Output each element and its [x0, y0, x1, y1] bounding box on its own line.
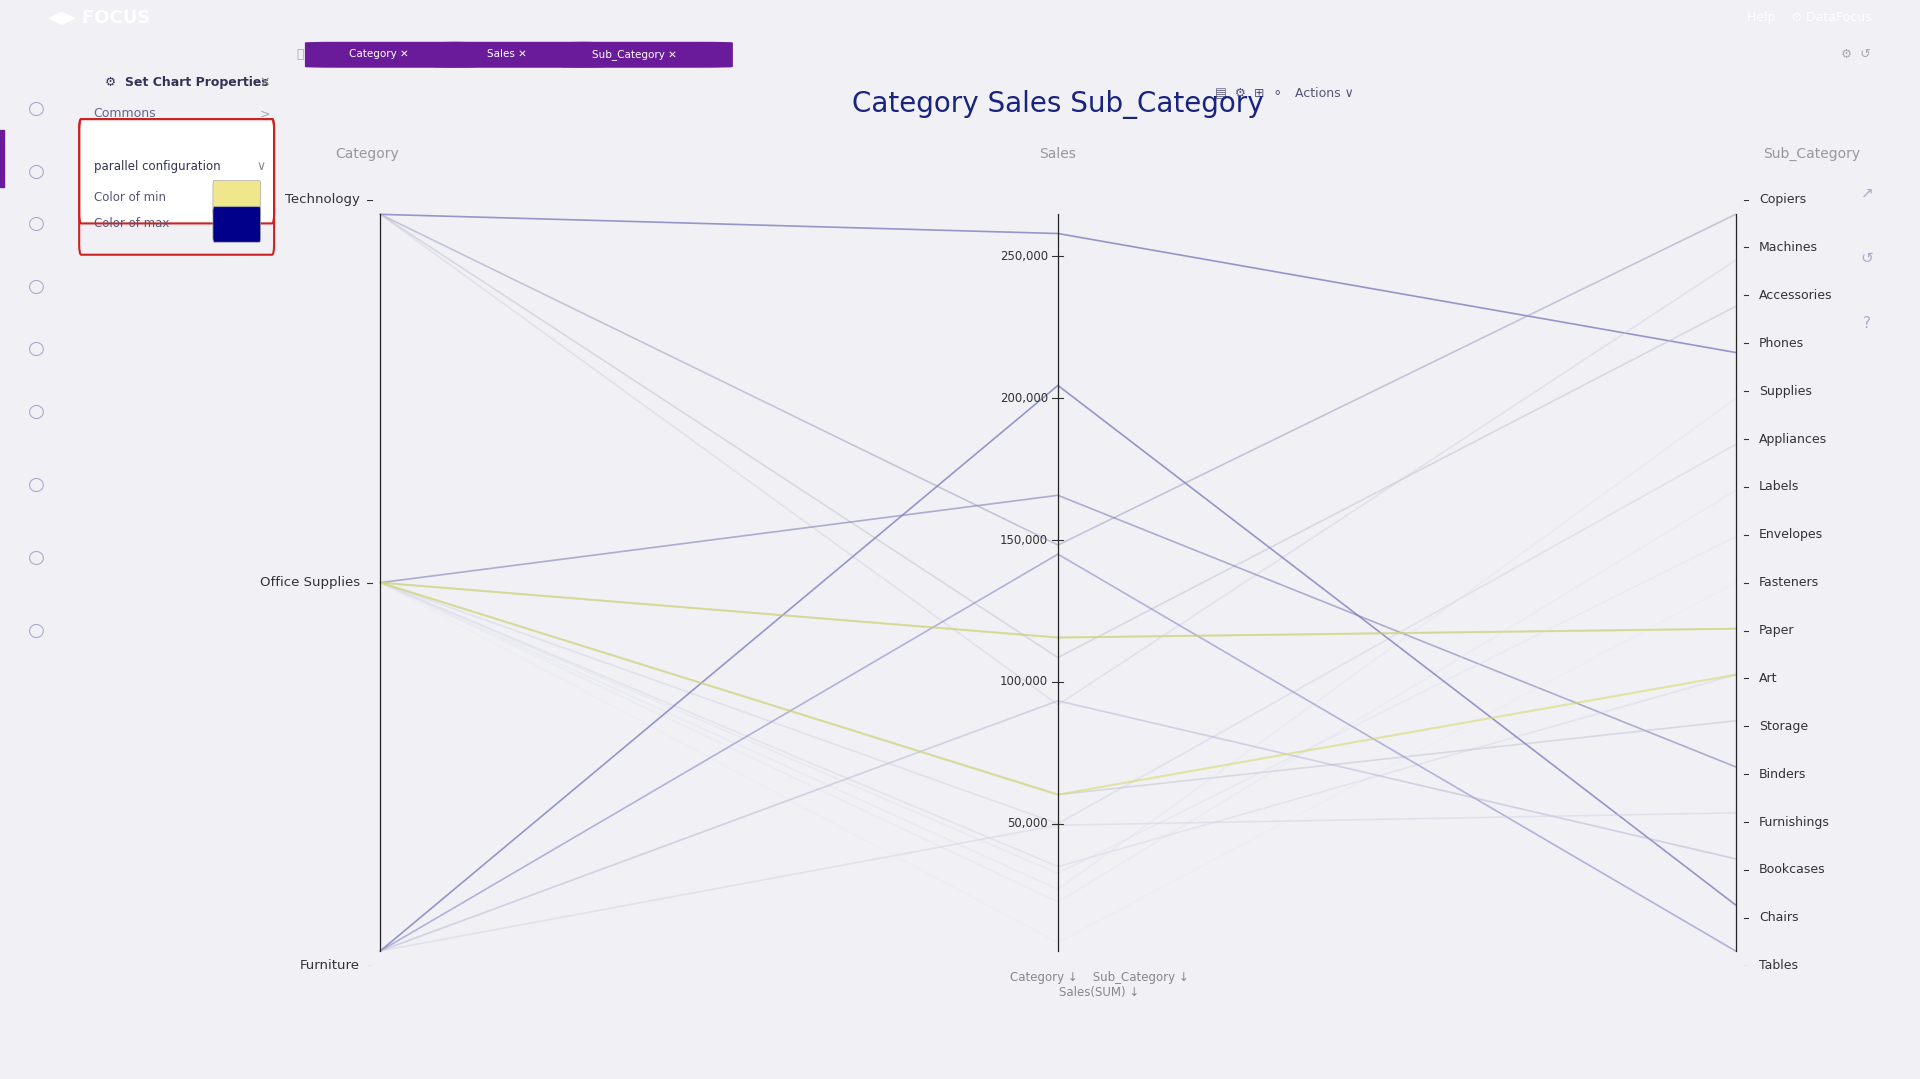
- Text: ○: ○: [29, 99, 44, 118]
- Text: ∨: ∨: [257, 160, 265, 173]
- Text: Color of max: Color of max: [94, 217, 169, 230]
- Text: Office Supplies: Office Supplies: [259, 576, 359, 589]
- Text: ○: ○: [29, 214, 44, 233]
- Text: Paper: Paper: [1759, 624, 1795, 637]
- Text: ⚙  ↺: ⚙ ↺: [1841, 49, 1870, 62]
- Text: 200,000: 200,000: [1000, 392, 1048, 405]
- Text: Help    ⊙ DataFocus: Help ⊙ DataFocus: [1747, 11, 1872, 25]
- Text: Category: Category: [334, 148, 399, 161]
- Text: 150,000: 150,000: [1000, 534, 1048, 547]
- Text: Art: Art: [1759, 672, 1778, 685]
- Text: Supplies: Supplies: [1759, 384, 1812, 398]
- Text: Color of min: Color of min: [94, 191, 165, 204]
- Text: ✕: ✕: [259, 76, 271, 90]
- Text: Appliances: Appliances: [1759, 433, 1828, 446]
- Text: Sales: Sales: [1039, 148, 1077, 161]
- Text: ◀▶ FOCUS: ◀▶ FOCUS: [48, 9, 150, 27]
- Text: ↺: ↺: [1860, 251, 1874, 267]
- Text: Fasteners: Fasteners: [1759, 576, 1818, 589]
- Text: Furnishings: Furnishings: [1759, 816, 1830, 829]
- Text: ○: ○: [29, 475, 44, 494]
- FancyBboxPatch shape: [432, 42, 605, 68]
- Text: Bookcases: Bookcases: [1759, 863, 1826, 876]
- Text: parallel configuration: parallel configuration: [94, 160, 221, 173]
- Text: >: >: [259, 108, 271, 121]
- Text: Sub_Category: Sub_Category: [1763, 147, 1860, 161]
- FancyBboxPatch shape: [213, 207, 261, 242]
- Text: Sub_Category ✕: Sub_Category ✕: [591, 49, 678, 59]
- FancyBboxPatch shape: [213, 180, 261, 216]
- Text: Tables: Tables: [1759, 959, 1797, 972]
- Text: Commons: Commons: [94, 108, 156, 121]
- Text: 100,000: 100,000: [1000, 675, 1048, 688]
- Text: Sales ✕: Sales ✕: [486, 49, 526, 59]
- Text: Labels: Labels: [1759, 480, 1799, 493]
- Text: Furniture: Furniture: [300, 959, 359, 972]
- Text: Envelopes: Envelopes: [1759, 529, 1822, 542]
- Text: ○: ○: [29, 162, 44, 181]
- Text: 250,000: 250,000: [1000, 250, 1048, 263]
- Text: ○: ○: [29, 401, 44, 421]
- Text: Category ✕: Category ✕: [349, 49, 409, 59]
- Text: Category Sales Sub_Category: Category Sales Sub_Category: [852, 90, 1263, 119]
- Text: Machines: Machines: [1759, 241, 1818, 254]
- Text: Accessories: Accessories: [1759, 289, 1832, 302]
- FancyBboxPatch shape: [79, 119, 275, 223]
- Text: ○: ○: [29, 548, 44, 566]
- Text: ↗: ↗: [1860, 186, 1874, 201]
- Text: 🔍: 🔍: [298, 49, 303, 62]
- FancyBboxPatch shape: [561, 42, 733, 68]
- Text: Category ↓    Sub_Category ↓
Sales(SUM) ↓: Category ↓ Sub_Category ↓ Sales(SUM) ↓: [1010, 971, 1188, 999]
- Text: ○: ○: [29, 339, 44, 358]
- Text: Chairs: Chairs: [1759, 912, 1799, 925]
- Text: Copiers: Copiers: [1759, 193, 1807, 206]
- Text: ?: ?: [1862, 316, 1872, 331]
- Bar: [0, 129, 4, 187]
- Text: ○: ○: [29, 276, 44, 296]
- Text: ○: ○: [29, 620, 44, 640]
- Text: ▤  ⚙  ⊞  ⚬   Actions ∨: ▤ ⚙ ⊞ ⚬ Actions ∨: [1215, 86, 1354, 99]
- Text: Phones: Phones: [1759, 337, 1805, 350]
- Text: Binders: Binders: [1759, 767, 1807, 781]
- Text: Storage: Storage: [1759, 720, 1809, 733]
- Text: 50,000: 50,000: [1008, 817, 1048, 831]
- Text: Technology: Technology: [284, 193, 359, 206]
- FancyBboxPatch shape: [305, 42, 476, 68]
- Text: ⚙  Set Chart Properties: ⚙ Set Chart Properties: [106, 76, 269, 90]
